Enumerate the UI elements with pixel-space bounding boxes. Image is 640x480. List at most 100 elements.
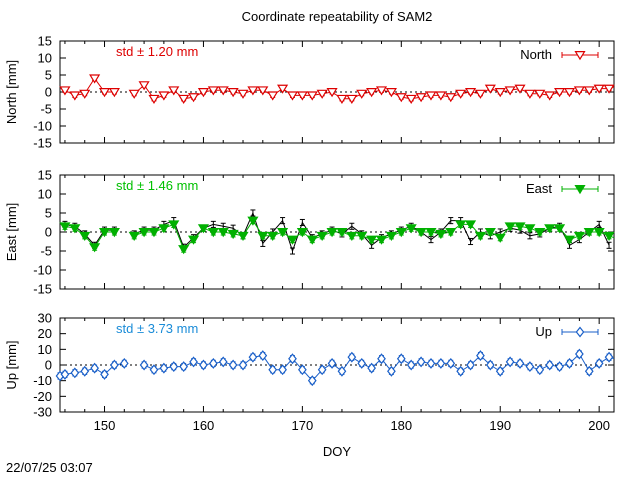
data-point-up [555,361,564,373]
data-point-north [435,91,447,101]
data-point-north [316,89,328,99]
data-point-north [98,88,111,98]
data-point-north [603,84,615,94]
y-tick-label: 10 [38,51,52,66]
y-tick-label: -15 [33,136,52,151]
x-tick-label: 180 [390,418,412,433]
data-point-north [524,89,536,99]
data-point-up [119,357,129,369]
data-point-east [405,224,417,234]
data-point-up [456,365,466,377]
y-axis-label-east: East [mm] [4,203,19,262]
data-point-up [377,353,386,365]
data-point-east [178,245,190,255]
data-point-up [268,364,278,376]
y-tick-label: -20 [33,389,52,404]
data-point-east [59,222,71,232]
data-point-east [187,235,200,245]
data-point-up [189,356,198,368]
data-point-up [476,350,485,362]
y-tick-label: -10 [33,263,52,278]
data-point-up [446,357,456,369]
x-tick-label: 190 [489,418,511,433]
data-point-up [525,361,535,373]
data-point-north [375,86,388,96]
data-point-up [357,357,367,369]
y-tick-label: 0 [45,85,52,100]
data-point-north [108,88,120,98]
y-tick-label: 0 [45,225,52,240]
data-point-east [415,228,427,238]
legend-marker-up [575,326,585,338]
data-point-north [217,86,229,96]
data-point-north [59,86,71,96]
data-point-east [138,228,150,238]
data-point-north [89,74,101,84]
std-label-north: std ± 1.20 mm [116,44,198,59]
data-point-up [416,356,426,368]
y-tick-label: 20 [38,326,52,341]
data-point-up [505,356,515,368]
data-point-north [583,86,595,96]
data-point-north [504,86,516,96]
data-point-up [159,362,169,374]
data-point-north [286,91,299,101]
data-point-north [494,88,506,98]
data-point-up [565,357,574,369]
data-point-east [69,224,81,234]
y-axis-label-north: North [mm] [4,60,19,124]
data-point-north [395,93,407,103]
y-tick-label: 5 [45,68,52,83]
y-axis-label-up: Up [mm] [4,340,19,389]
data-point-east [227,229,239,240]
data-point-north [237,89,249,99]
data-point-north [296,91,308,101]
legend-marker-north [574,51,586,61]
legend-label-up: Up [535,324,552,339]
data-point-east [583,228,595,238]
data-point-north [326,88,338,98]
data-point-north [425,91,437,101]
data-point-north [405,94,417,105]
y-tick-label: -5 [40,102,52,117]
data-point-east [207,228,219,238]
data-point-east [385,231,397,242]
data-point-east [534,228,546,238]
data-point-north [534,89,546,99]
data-point-north [464,88,477,98]
data-point-north [187,93,200,103]
data-point-up [367,362,376,374]
data-point-north [158,91,170,101]
timestamp: 22/07/25 03:07 [6,460,93,475]
data-point-north [554,88,566,98]
data-point-east [356,231,368,242]
std-label-east: std ± 1.46 mm [116,178,198,193]
data-point-north [445,93,457,103]
data-point-east [237,231,249,242]
data-point-east [563,235,576,245]
data-point-up [485,359,495,371]
data-point-east [306,235,318,245]
panel-north: -15 -10 -5 0 5 10 15 North [mm] std ± 1.20 mm Nor… [4,34,615,151]
data-point-north [474,89,487,99]
data-point-up [80,365,90,377]
chart-panels: -15 -10 -5 0 5 10 15 North [mm] std ± 1.20 mm Nor… [4,34,615,433]
data-point-east [445,228,457,238]
data-point-up [387,365,396,377]
data-point-up [100,368,109,380]
data-point-north [415,93,427,103]
data-point-up [604,351,614,363]
data-point-north [247,86,259,96]
data-point-east [425,228,437,238]
data-point-east [286,235,299,245]
data-point-up [90,362,99,374]
data-point-east [544,224,556,234]
legend-label-east: East [526,181,552,196]
data-point-up [317,364,327,376]
data-point-north [573,86,585,96]
data-point-up [594,357,604,369]
data-point-up [426,357,436,369]
data-point-up [535,364,545,376]
y-tick-label: 5 [45,206,52,221]
data-point-up [248,351,258,363]
